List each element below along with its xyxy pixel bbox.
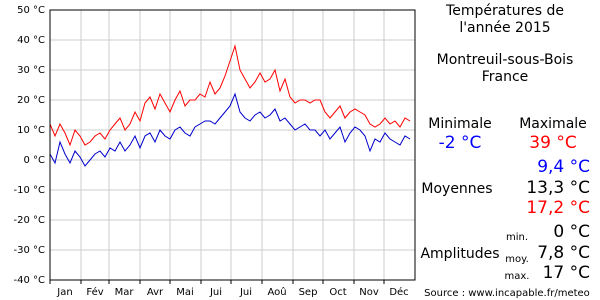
x-tick-label: Déc (389, 286, 408, 298)
amp-label: Amplitudes (420, 246, 499, 262)
max-label: Maximale (519, 116, 587, 132)
place: Montreuil-sous-Bois (437, 52, 574, 68)
x-tick-label: Oct (329, 287, 346, 298)
x-tick-label: Jui (209, 287, 222, 298)
plot-frame (49, 9, 416, 281)
x-tick-label: Avr (147, 287, 164, 298)
min-value: -2 °C (439, 133, 482, 153)
y-tick-label: 50 °C (17, 5, 45, 16)
x-tick-label: Nov (359, 287, 379, 298)
x-tick-label: Mar (115, 287, 135, 298)
title: Températures de (445, 3, 564, 19)
y-tick-label: 40 °C (17, 35, 45, 46)
y-tick-label: 30 °C (17, 65, 45, 76)
means-label: Moyennes (421, 181, 492, 197)
x-tick-label: Jan (56, 287, 72, 298)
mean-avg: 13,3 °C (526, 178, 590, 198)
x-tick-label: Sep (299, 287, 318, 298)
y-tick-label: -10 °C (14, 185, 46, 196)
mean-max: 17,2 °C (526, 198, 590, 218)
amp-value: 7,8 °C (537, 243, 590, 263)
y-tick-label: -40 °C (14, 275, 46, 286)
x-tick-label: Aoû (267, 286, 286, 298)
place: France (482, 69, 529, 85)
plot-area (50, 10, 415, 280)
x-tick-label: Jui (239, 287, 252, 298)
amp-value: 17 °C (543, 263, 590, 283)
y-tick-label: 10 °C (17, 125, 45, 136)
amp-value: 0 °C (553, 222, 590, 242)
y-tick-label: 20 °C (17, 95, 45, 106)
max-value: 39 °C (529, 133, 576, 153)
temperature-line (49, 44, 411, 147)
amp-key: min. (506, 232, 528, 243)
source: Source : www.incapable.fr/meteo (424, 288, 590, 299)
y-tick-label: -30 °C (14, 245, 46, 256)
x-tick-label: Fév (86, 286, 103, 298)
y-tick-label: -20 °C (14, 215, 46, 226)
x-tick-label: Mai (176, 287, 194, 298)
title: l'année 2015 (459, 20, 550, 36)
mean-min: 9,4 °C (537, 157, 590, 177)
y-tick-label: 0 °C (23, 155, 45, 166)
amp-key: max. (505, 271, 530, 282)
temperature-line (49, 92, 411, 167)
amp-key: moy. (505, 254, 529, 265)
min-label: Minimale (428, 116, 491, 132)
